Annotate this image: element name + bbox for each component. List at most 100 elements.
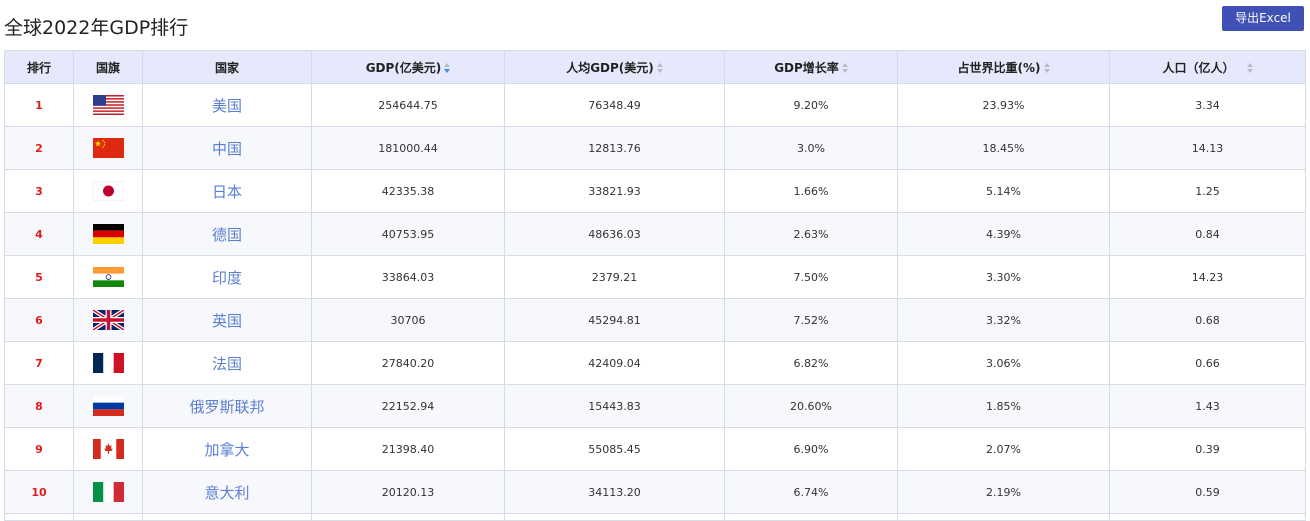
- gdp-per-capita-cell: 12813.76: [504, 126, 725, 170]
- table-row: 5 印度 33864.03 2379.21 7.50% 3.30% 14.23: [4, 255, 1306, 299]
- growth-cell: 6.82%: [724, 341, 898, 385]
- header-share[interactable]: 占世界比重(%): [897, 50, 1110, 84]
- country-link[interactable]: 法国: [211, 354, 242, 373]
- sort-icon[interactable]: [1246, 63, 1253, 73]
- export-excel-button[interactable]: 导出Excel: [1222, 6, 1304, 31]
- flag-cell: [73, 255, 143, 299]
- share-cell: 3.30%: [897, 255, 1110, 299]
- country-link[interactable]: 意大利: [204, 483, 250, 502]
- country-link[interactable]: 印度: [211, 268, 242, 287]
- header-gdp-per-capita[interactable]: 人均GDP(美元): [504, 50, 725, 84]
- sort-icon[interactable]: [656, 63, 663, 73]
- gdp-cell: 20120.13: [311, 470, 505, 514]
- gdp-cell: 21398.40: [311, 427, 505, 471]
- gdp-per-capita-cell: 34113.20: [504, 470, 725, 514]
- share-cell: 4.39%: [897, 212, 1110, 256]
- country-link[interactable]: 中国: [211, 139, 242, 158]
- country-cell: 德国: [142, 212, 312, 256]
- sort-desc-active-icon[interactable]: [444, 63, 451, 73]
- country-cell: 中国: [142, 126, 312, 170]
- population-cell: 1.43: [1109, 384, 1306, 428]
- header-population[interactable]: 人口（亿人）: [1109, 50, 1306, 84]
- flag-cell: [73, 212, 143, 256]
- country-link[interactable]: 美国: [211, 96, 242, 115]
- population-cell: 0.84: [1109, 212, 1306, 256]
- gdp-cell: 181000.44: [311, 126, 505, 170]
- country-link[interactable]: 德国: [211, 225, 242, 244]
- gdp-per-capita-cell: 55085.45: [504, 427, 725, 471]
- flag-cell: [73, 427, 143, 471]
- population-cell: 0.59: [1109, 470, 1306, 514]
- rank-cell: 4: [4, 212, 74, 256]
- population-cell: 3.34: [1109, 83, 1306, 127]
- growth-cell: 9.20%: [724, 83, 898, 127]
- population-cell: 14.23: [1109, 255, 1306, 299]
- rank-cell: 8: [4, 384, 74, 428]
- table-header-row: 排行 国旗 国家 GDP(亿美元) 人均GDP(美元) GDP增长率 占世界比重…: [4, 50, 1306, 84]
- gdp-cell: 33864.03: [311, 255, 505, 299]
- cn-flag-icon: [92, 138, 124, 158]
- flag-cell: [73, 126, 143, 170]
- fr-flag-icon: [92, 353, 124, 373]
- jp-flag-icon: [92, 181, 124, 201]
- rank-cell: 6: [4, 298, 74, 342]
- gdp-cell: 42335.38: [311, 169, 505, 213]
- gdp-per-capita-cell: 76348.49: [504, 83, 725, 127]
- country-cell: 日本: [142, 169, 312, 213]
- gdp-cell: 30706: [311, 298, 505, 342]
- population-cell: 14.13: [1109, 126, 1306, 170]
- country-link[interactable]: 英国: [211, 311, 242, 330]
- share-cell: 18.45%: [897, 126, 1110, 170]
- country-cell: 意大利: [142, 470, 312, 514]
- rank-cell: 5: [4, 255, 74, 299]
- share-cell: 5.14%: [897, 169, 1110, 213]
- country-link[interactable]: 俄罗斯联邦: [189, 397, 265, 416]
- table-row: 9 加拿大 21398.40 55085.45 6.90% 2.07% 0.39: [4, 427, 1306, 471]
- country-cell: 美国: [142, 83, 312, 127]
- population-cell: 0.68: [1109, 298, 1306, 342]
- table-row: 10 意大利 20120.13 34113.20 6.74% 2.19% 0.5…: [4, 470, 1306, 514]
- gdp-per-capita-cell: 48636.03: [504, 212, 725, 256]
- us-flag-icon: [92, 95, 124, 115]
- population-cell: 0.39: [1109, 427, 1306, 471]
- header-growth[interactable]: GDP增长率: [724, 50, 898, 84]
- table-row: 1 美国 254644.75 76348.49 9.20% 23.93% 3.3…: [4, 83, 1306, 127]
- flag-cell: [73, 298, 143, 342]
- gdp-per-capita-cell: 45294.81: [504, 298, 725, 342]
- country-cell: 俄罗斯联邦: [142, 384, 312, 428]
- share-cell: 3.06%: [897, 341, 1110, 385]
- growth-cell: 3.0%: [724, 126, 898, 170]
- share-cell: 3.32%: [897, 298, 1110, 342]
- table-row: 4 德国 40753.95 48636.03 2.63% 4.39% 0.84: [4, 212, 1306, 256]
- de-flag-icon: [92, 224, 124, 244]
- flag-cell: [73, 384, 143, 428]
- gdp-cell: 254644.75: [311, 83, 505, 127]
- flag-cell: [73, 83, 143, 127]
- header-gdp[interactable]: GDP(亿美元): [311, 50, 505, 84]
- gdp-per-capita-cell: 42409.04: [504, 341, 725, 385]
- header-rank: 排行: [4, 50, 74, 84]
- gdp-cell: 27840.20: [311, 341, 505, 385]
- share-cell: 23.93%: [897, 83, 1110, 127]
- table-row-partial: [4, 513, 1306, 521]
- ru-flag-icon: [92, 396, 124, 416]
- growth-cell: 6.74%: [724, 470, 898, 514]
- header-country: 国家: [142, 50, 312, 84]
- sort-icon[interactable]: [1043, 63, 1050, 73]
- gdp-cell: 40753.95: [311, 212, 505, 256]
- flag-cell: [73, 470, 143, 514]
- table-row: 3 日本 42335.38 33821.93 1.66% 5.14% 1.25: [4, 169, 1306, 213]
- rank-cell: 10: [4, 470, 74, 514]
- in-flag-icon: [92, 267, 124, 287]
- sort-icon[interactable]: [841, 63, 848, 73]
- population-cell: 0.66: [1109, 341, 1306, 385]
- country-link[interactable]: 日本: [211, 182, 242, 201]
- gdp-per-capita-cell: 15443.83: [504, 384, 725, 428]
- country-link[interactable]: 加拿大: [204, 440, 250, 459]
- growth-cell: 7.50%: [724, 255, 898, 299]
- ca-flag-icon: [92, 439, 124, 459]
- country-cell: 印度: [142, 255, 312, 299]
- country-cell: 英国: [142, 298, 312, 342]
- growth-cell: 1.66%: [724, 169, 898, 213]
- rank-cell: 9: [4, 427, 74, 471]
